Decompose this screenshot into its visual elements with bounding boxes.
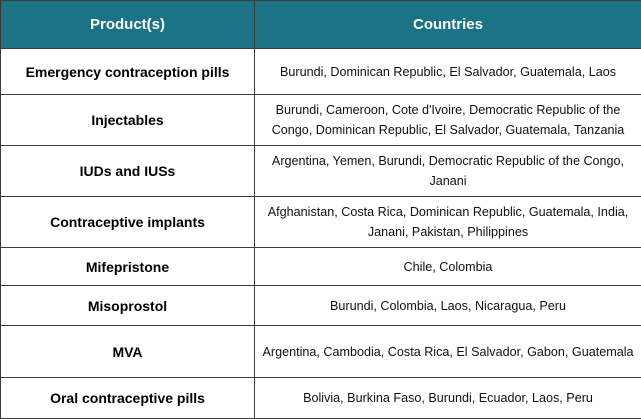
- product-cell: Oral contraceptive pills: [1, 378, 255, 419]
- header-cell: Countries: [255, 1, 641, 49]
- product-cell: Emergency contraception pills: [1, 49, 255, 95]
- product-cell: Mifepristone: [1, 248, 255, 286]
- header-cell: Product(s): [1, 1, 255, 49]
- product-cell: MVA: [1, 326, 255, 378]
- countries-cell: Burundi, Dominican Republic, El Salvador…: [255, 49, 641, 95]
- product-cell: Injectables: [1, 95, 255, 146]
- countries-cell: Burundi, Colombia, Laos, Nicaragua, Peru: [255, 286, 641, 326]
- countries-cell: Argentina, Yemen, Burundi, Democratic Re…: [255, 146, 641, 197]
- countries-cell: Afghanistan, Costa Rica, Dominican Repub…: [255, 197, 641, 248]
- countries-cell: Bolivia, Burkina Faso, Burundi, Ecuador,…: [255, 378, 641, 419]
- countries-cell: Argentina, Cambodia, Costa Rica, El Salv…: [255, 326, 641, 378]
- countries-cell: Chile, Colombia: [255, 248, 641, 286]
- product-cell: IUDs and IUSs: [1, 146, 255, 197]
- product-cell: Contraceptive implants: [1, 197, 255, 248]
- product-cell: Misoprostol: [1, 286, 255, 326]
- header-row: Product(s) Countries: [1, 1, 641, 49]
- countries-cell: Burundi, Cameroon, Cote d'Ivoire, Democr…: [255, 95, 641, 146]
